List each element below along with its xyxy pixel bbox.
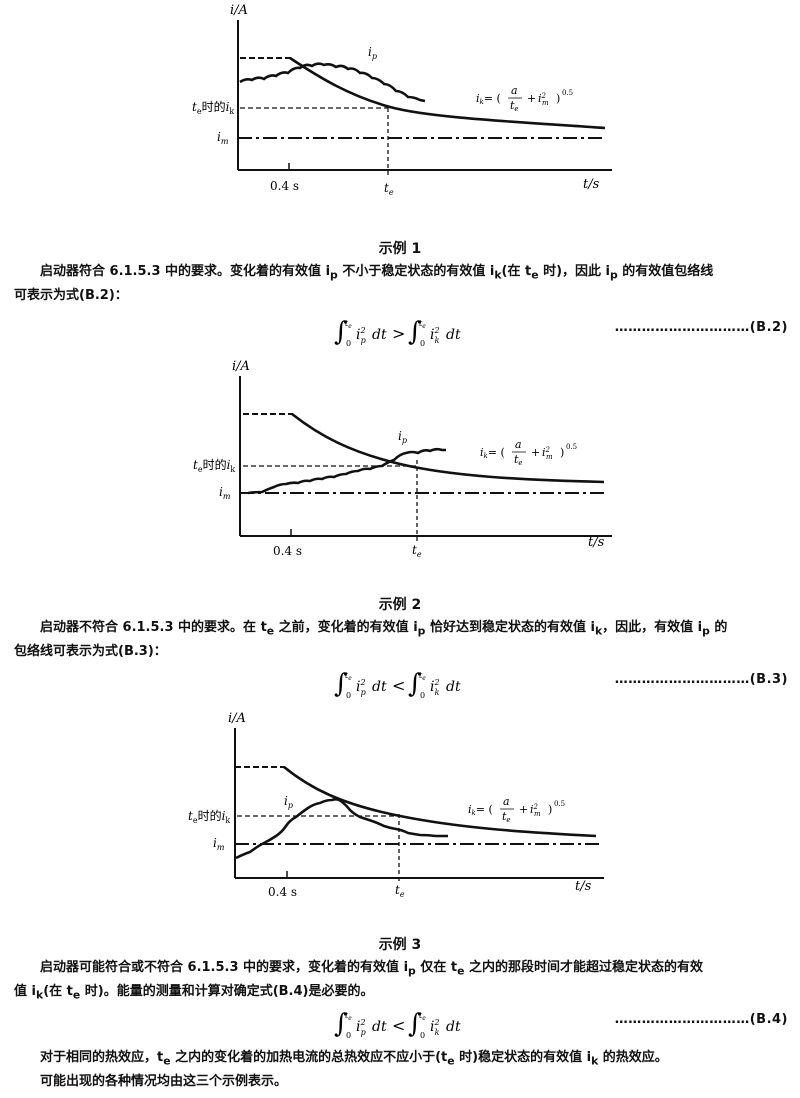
svg-text:i2k: i2 k — [430, 1018, 440, 1037]
svg-text:te: te — [419, 671, 426, 682]
svg-text:0: 0 — [346, 691, 351, 700]
svg-text:te时的ik: te时的ik — [188, 808, 230, 825]
caption-1: 示例 1 — [378, 241, 422, 257]
svg-text:te: te — [345, 319, 352, 330]
svg-text:t/s: t/s — [575, 879, 592, 894]
paragraph-2-line2: 包络线可表示为式(B.3)： — [14, 644, 167, 659]
equation-b4: ∫ te 0 i2 p dt < ∫ te 0 i2 k dt …………………………… — [0, 1004, 800, 1044]
ip-curve — [239, 62, 426, 103]
svg-text:+: + — [519, 803, 528, 816]
svg-text:0: 0 — [420, 1031, 425, 1040]
svg-text:∫: ∫ — [334, 1009, 348, 1039]
ik-curve — [289, 56, 606, 130]
svg-text:<: < — [392, 1016, 405, 1035]
equation-b3: ∫ te 0 i2 p dt < ∫ te 0 i2 k dt …………………………… — [0, 664, 800, 704]
svg-text:+: + — [531, 446, 540, 459]
svg-text:dt: dt — [446, 327, 461, 343]
svg-text:te: te — [419, 319, 426, 330]
svg-text:a: a — [515, 438, 522, 451]
equation-b2: ∫ te 0 i2 p dt > ∫ te 0 i2 k dt …………………………… — [0, 312, 800, 352]
label-te-ik: te时的ik — [192, 99, 234, 116]
svg-text:0: 0 — [420, 339, 425, 348]
caption-2: 示例 2 — [378, 597, 422, 613]
svg-text:0: 0 — [346, 339, 351, 348]
tick-0-4s: 0.4 s — [270, 179, 299, 193]
paragraph-1: 启动器符合 6.1.5.3 中的要求。变化着的有效值 ip 不小于稳定状态的有效… — [40, 264, 714, 282]
svg-text:ik= (: ik= ( — [476, 92, 501, 106]
eq-label-b2: …………………………(B.2) — [614, 320, 788, 335]
svg-text:dt: dt — [372, 1019, 387, 1035]
svg-text:0.5: 0.5 — [554, 800, 565, 808]
svg-text:t/s: t/s — [588, 535, 605, 550]
svg-text:i2p: i2 p — [356, 678, 366, 697]
svg-text:te: te — [395, 883, 405, 899]
svg-text:dt: dt — [372, 679, 387, 695]
svg-text:0.5: 0.5 — [562, 89, 573, 97]
svg-text:+: + — [527, 92, 536, 105]
formula-ik: ik= ( a te + i2 m ) 0.5 — [476, 84, 573, 113]
svg-text:0.5: 0.5 — [566, 443, 577, 451]
paragraph-3: 启动器可能符合或不符合 6.1.5.3 中的要求，变化着的有效值 ip 仅在 t… — [40, 960, 703, 978]
figure-1: i/A t/s 0.4 s te te时的ik im ip ik= ( a te… — [0, 0, 800, 200]
eq-label-b4: …………………………(B.4) — [614, 1012, 788, 1027]
svg-text:∫: ∫ — [408, 1009, 422, 1039]
svg-text:<: < — [392, 676, 405, 695]
svg-text:dt: dt — [446, 1019, 461, 1035]
svg-text:∫: ∫ — [334, 317, 348, 347]
svg-text:i2m: i2 m — [542, 446, 553, 461]
svg-text:i2k: i2 k — [430, 326, 440, 345]
svg-text:i/A: i/A — [228, 711, 246, 726]
caption-3: 示例 3 — [378, 937, 422, 953]
svg-text:i2p: i2 p — [356, 326, 366, 345]
paragraph-1-line2: 可表示为式(B.2)： — [14, 288, 128, 303]
paragraph-3-line2: 值 ik(在 te 时)。能量的测量和计算对确定式(B.4)是必要的。 — [14, 984, 374, 1002]
svg-text:te: te — [345, 1011, 352, 1022]
paragraph-5: 可能出现的各种情况均由这三个示例表示。 — [40, 1074, 288, 1089]
svg-text:dt: dt — [372, 327, 387, 343]
svg-text:a: a — [511, 84, 518, 97]
svg-text:te时的ik: te时的ik — [193, 457, 235, 474]
svg-text:te: te — [502, 810, 511, 824]
svg-text:ip: ip — [398, 429, 407, 445]
svg-text:im: im — [213, 836, 225, 852]
svg-text:i2m: i2 m — [530, 803, 541, 818]
svg-text:): ) — [556, 92, 560, 105]
svg-text:): ) — [548, 803, 552, 816]
svg-text:): ) — [560, 446, 564, 459]
figure-3: i/A t/s 0.4 s te te时的ik im ip ik= ( a te… — [0, 708, 800, 908]
svg-text:∫: ∫ — [408, 317, 422, 347]
paragraph-2: 启动器不符合 6.1.5.3 中的要求。在 te 之前，变化着的有效值 ip 恰… — [40, 620, 728, 638]
label-im: im — [217, 130, 229, 146]
svg-text:0: 0 — [420, 691, 425, 700]
svg-text:im: im — [219, 485, 231, 501]
svg-text:>: > — [392, 324, 405, 343]
svg-text:ik= (: ik= ( — [480, 446, 505, 460]
svg-text:0.4 s: 0.4 s — [273, 544, 302, 558]
svg-text:dt: dt — [446, 679, 461, 695]
svg-text:0: 0 — [346, 1031, 351, 1040]
x-axis-label: t/s — [583, 177, 600, 192]
svg-text:ip: ip — [284, 794, 293, 810]
svg-text:te: te — [514, 453, 523, 467]
svg-text:i2m: i2 m — [538, 92, 549, 107]
svg-text:te: te — [419, 1011, 426, 1022]
label-ip: ip — [368, 45, 377, 61]
svg-text:te: te — [510, 99, 519, 113]
svg-text:∫: ∫ — [334, 669, 348, 699]
figure-2: i/A t/s 0.4 s te te时的ik im ip ik= ( a te… — [0, 356, 800, 566]
svg-text:i2p: i2 p — [356, 1018, 366, 1037]
svg-text:i/A: i/A — [232, 359, 250, 374]
eq-label-b3: …………………………(B.3) — [614, 672, 788, 687]
tick-te: te — [384, 181, 394, 197]
y-axis-label: i/A — [230, 3, 248, 18]
svg-text:te: te — [412, 543, 422, 559]
paragraph-4: 对于相同的热效应，te 之内的变化着的加热电流的总热效应不应小于(te 时)稳定… — [40, 1050, 668, 1068]
svg-text:0.4 s: 0.4 s — [268, 885, 297, 899]
svg-text:a: a — [503, 795, 510, 808]
svg-text:te: te — [345, 671, 352, 682]
svg-text:i2k: i2 k — [430, 678, 440, 697]
svg-text:∫: ∫ — [408, 669, 422, 699]
svg-text:ik= (: ik= ( — [468, 803, 493, 817]
